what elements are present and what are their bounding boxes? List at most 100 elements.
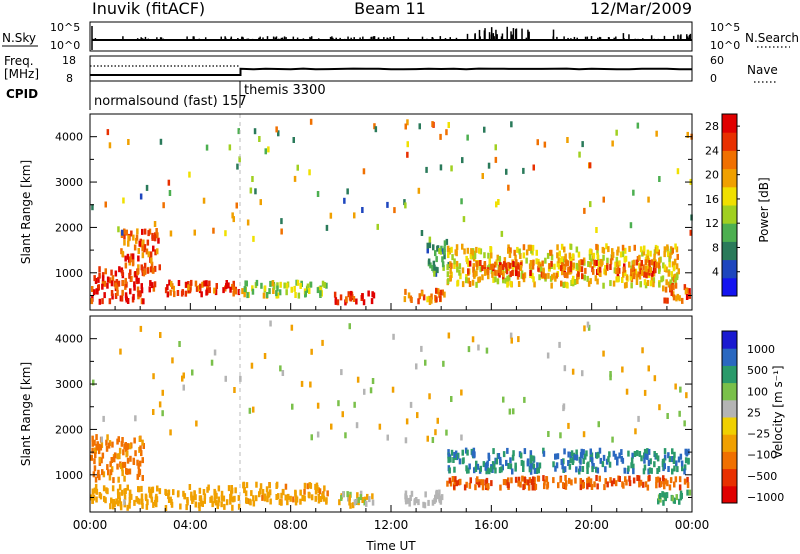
scatter-cell <box>285 282 289 289</box>
scatter-cell <box>604 466 607 473</box>
scatter-cell <box>392 333 395 340</box>
scatter-cell <box>228 144 232 151</box>
scatter-cell <box>108 142 112 149</box>
scatter-cell <box>166 291 170 298</box>
scatter-cell <box>372 292 376 299</box>
scatter-cell <box>661 491 664 498</box>
scatter-cell <box>622 266 625 273</box>
scatter-cell <box>686 131 689 138</box>
scatter-cell <box>255 481 258 488</box>
scatter-cell <box>454 454 457 460</box>
scatter-cell <box>616 268 619 274</box>
scatter-cell <box>361 497 364 503</box>
colorbar-frame <box>721 113 738 297</box>
scatter-cell <box>664 286 668 293</box>
scatter-cell <box>143 228 147 235</box>
x-tick-label: 00:00 <box>675 518 710 532</box>
scatter-cell <box>202 280 206 287</box>
scatter-cell <box>425 166 428 173</box>
scatter-cell <box>106 488 109 495</box>
scatter-cell <box>514 265 518 272</box>
scatter-cell <box>557 263 561 270</box>
scatter-cell <box>154 249 157 256</box>
scatter-cell <box>546 252 550 259</box>
scatter-cell <box>689 229 692 236</box>
scatter-cell <box>133 281 136 288</box>
y-tick-label: 4000 <box>55 333 83 346</box>
station-title: Inuvik (fitACF) <box>92 0 205 18</box>
scatter-cell <box>222 495 226 502</box>
scatter-cell <box>135 275 138 282</box>
scatter-cell <box>124 262 128 269</box>
scatter-cell <box>535 468 539 474</box>
scatter-cell <box>104 497 107 504</box>
scatter-cell <box>607 456 610 463</box>
scatter-cell <box>106 282 109 289</box>
scatter-cell <box>119 348 122 355</box>
scatter-cell <box>505 168 508 175</box>
scatter-cell <box>116 488 120 495</box>
scatter-cell <box>158 488 162 495</box>
scatter-cell <box>424 359 427 366</box>
scatter-cell <box>488 264 491 270</box>
scatter-cell <box>258 491 261 498</box>
scatter-cell <box>212 227 215 234</box>
scatter-cell <box>139 325 143 332</box>
scatter-cell <box>672 284 675 291</box>
scatter-cell <box>594 275 598 282</box>
scatter-cell <box>349 502 352 509</box>
scatter-cell <box>181 375 184 382</box>
scatter-cell <box>656 476 660 483</box>
scatter-cell <box>522 273 525 280</box>
scatter-cell <box>152 409 155 415</box>
scatter-cell <box>506 447 509 454</box>
scatter-cell <box>446 278 450 285</box>
scatter-cell <box>248 407 252 414</box>
scatter-cell <box>117 226 120 233</box>
scatter-cell <box>658 477 662 484</box>
scatter-cell <box>363 499 366 506</box>
scatter-cell <box>125 229 128 236</box>
scatter-cell <box>684 288 688 295</box>
scatter-cell <box>628 475 631 482</box>
scatter-cell <box>110 290 114 296</box>
scatter-cell <box>246 219 250 226</box>
scatter-cell <box>581 370 584 377</box>
scatter-cell <box>656 468 659 474</box>
scatter-cell <box>141 502 144 509</box>
scatter-cell <box>110 457 113 463</box>
scatter-cell <box>126 443 129 450</box>
scatter-cell <box>438 489 441 496</box>
scatter-cell <box>431 437 435 443</box>
scatter-cell <box>176 290 180 296</box>
scatter-cell <box>101 452 105 459</box>
scatter-cell <box>631 452 634 459</box>
scatter-cell <box>536 139 539 146</box>
scatter-cell <box>267 491 271 498</box>
scatter-cell <box>435 489 438 496</box>
scatter-cell <box>106 276 110 283</box>
scatter-cell <box>117 476 120 483</box>
scatter-cell <box>148 228 152 235</box>
scatter-cell <box>434 266 438 273</box>
scatter-cell <box>532 455 535 462</box>
scatter-cell <box>582 458 585 464</box>
scatter-cell <box>317 497 321 504</box>
scatter-cell <box>436 245 440 252</box>
scatter-cell <box>455 260 459 267</box>
scatter-cell <box>182 384 185 391</box>
scatter-cell <box>450 165 453 172</box>
scatter-cell <box>353 401 356 408</box>
scatter-cell <box>345 296 348 303</box>
scatter-cell <box>243 487 246 494</box>
scatter-cell <box>662 285 665 292</box>
scatter-cell <box>591 463 594 469</box>
scatter-cell <box>579 458 582 465</box>
scatter-cell <box>95 496 98 503</box>
scatter-cell <box>520 459 524 466</box>
scatter-cell <box>137 268 140 275</box>
scatter-cell <box>276 282 279 289</box>
scatter-cell <box>542 450 546 457</box>
scatter-cell <box>433 270 436 277</box>
scatter-cell <box>448 467 451 474</box>
